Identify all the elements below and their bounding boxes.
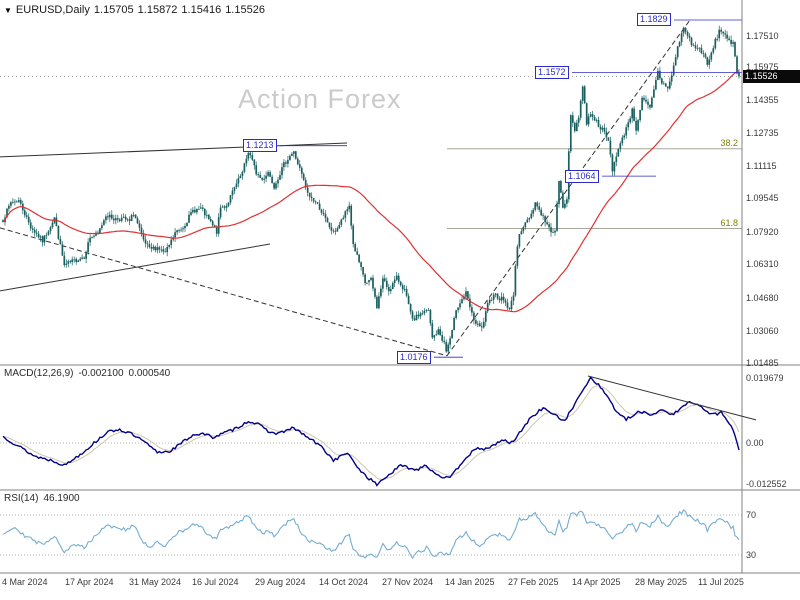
macd-axis-label: -0.012552 bbox=[746, 479, 787, 489]
price-axis-label: 1.06310 bbox=[746, 259, 779, 269]
macd-title: MACD(12,26,9) bbox=[4, 368, 74, 379]
price-callout[interactable]: 1.1213 bbox=[243, 139, 277, 152]
macd-value-main: -0.002100 bbox=[78, 368, 124, 379]
price-callout[interactable]: 1.1064 bbox=[565, 170, 599, 183]
macd-value-signal: 0.000540 bbox=[128, 368, 171, 379]
symbol-timeframe-label: EURUSD,Daily bbox=[15, 4, 90, 16]
price-axis-label: 1.14355 bbox=[746, 95, 779, 105]
candle-bodies bbox=[2, 27, 740, 352]
ma-line bbox=[2, 70, 740, 313]
price-axis-label: 1.17510 bbox=[746, 31, 779, 41]
fib-level-label[interactable]: 38.2 bbox=[720, 138, 738, 148]
time-axis-label: 27 Feb 2025 bbox=[508, 577, 559, 587]
price-axis-label: 1.03060 bbox=[746, 326, 779, 336]
ohlc-close: 1.15526 bbox=[225, 4, 265, 16]
time-axis-label: 17 Apr 2024 bbox=[65, 577, 114, 587]
price-axis-label: 1.09545 bbox=[746, 193, 779, 203]
chart-menu-icon[interactable]: ▼ bbox=[4, 6, 12, 15]
trendline bbox=[0, 243, 271, 292]
ohlc-low: 1.15416 bbox=[181, 4, 222, 16]
macd-signal-line bbox=[2, 385, 740, 480]
time-axis-label: 14 Apr 2025 bbox=[572, 577, 621, 587]
price-callout[interactable]: 1.1572 bbox=[535, 66, 569, 79]
time-axis-label: 4 Mar 2024 bbox=[2, 577, 48, 587]
macd-axis-label: 0.019679 bbox=[746, 373, 784, 383]
time-axis-label: 29 Aug 2024 bbox=[255, 577, 306, 587]
price-callout[interactable]: 1.1829 bbox=[637, 13, 671, 26]
price-axis-label: 1.11115 bbox=[746, 161, 777, 171]
trendline bbox=[446, 19, 691, 357]
rsi-line bbox=[2, 509, 740, 560]
trendline bbox=[0, 227, 448, 357]
rsi-value: 46.1900 bbox=[43, 493, 80, 504]
time-axis-label: 31 May 2024 bbox=[129, 577, 182, 587]
price-axis-label: 1.15975 bbox=[746, 62, 779, 72]
chart-title: ▼ EURUSD,Daily 1.15705 1.15872 1.15416 1.1552… bbox=[4, 4, 269, 16]
macd-main-line bbox=[2, 376, 740, 487]
price-axis-label: 1.07920 bbox=[746, 227, 779, 237]
time-axis-label: 11 Jul 2025 bbox=[698, 577, 744, 587]
rsi-indicator-label: RSI(14) 46.1900 bbox=[4, 493, 85, 504]
time-axis-label: 28 May 2025 bbox=[635, 577, 688, 587]
macd-axis-label: 0.00 bbox=[746, 438, 764, 448]
watermark: Action Forex bbox=[238, 84, 402, 114]
rsi-title: RSI(14) bbox=[4, 493, 39, 504]
candle-wicks bbox=[2, 25, 740, 355]
fib-level-label[interactable]: 61.8 bbox=[720, 218, 738, 228]
ohlc-open: 1.15705 bbox=[93, 4, 134, 16]
price-axis-label: 1.12735 bbox=[746, 128, 779, 138]
macd-indicator-label: MACD(12,26,9) -0.002100 0.000540 bbox=[4, 368, 175, 379]
time-axis-label: 14 Jan 2025 bbox=[445, 577, 495, 587]
time-axis-label: 14 Oct 2024 bbox=[319, 577, 369, 587]
macd-trendline bbox=[587, 375, 757, 421]
price-axis-label: 1.04680 bbox=[746, 293, 779, 303]
ohlc-high: 1.15872 bbox=[137, 4, 178, 16]
time-axis-label: 27 Nov 2024 bbox=[382, 577, 434, 587]
price-callout[interactable]: 1.0176 bbox=[397, 351, 431, 364]
current-price-tag: 1.15526 bbox=[743, 70, 800, 83]
time-axis-label: 16 Jul 2024 bbox=[192, 577, 239, 587]
rsi-axis-label: 30 bbox=[746, 550, 757, 560]
price-axis-label: 1.01485 bbox=[746, 358, 779, 368]
rsi-axis-label: 70 bbox=[746, 510, 757, 520]
